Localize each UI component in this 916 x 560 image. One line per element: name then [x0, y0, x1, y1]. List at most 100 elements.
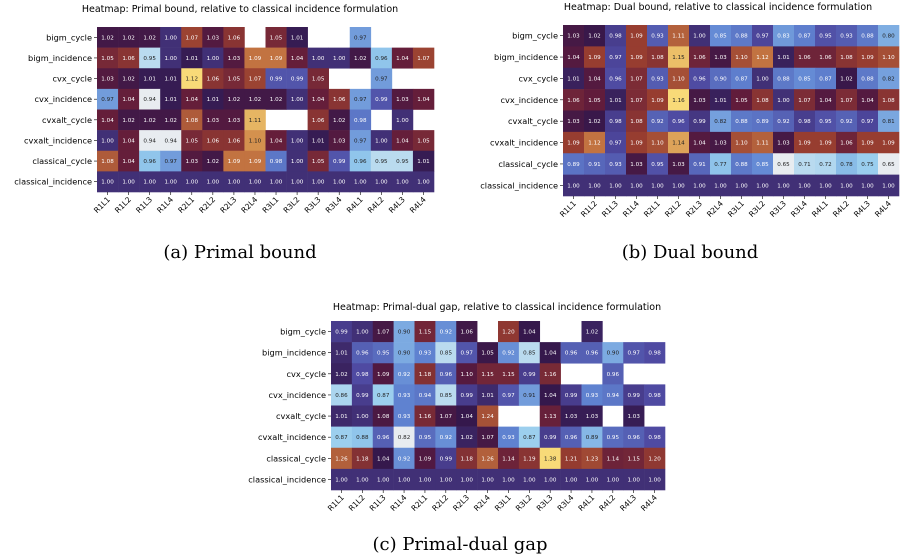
cell-value-label: 0.78 — [840, 162, 853, 168]
heatmap-cell — [773, 89, 795, 111]
heatmap-cell — [223, 150, 245, 172]
cell-value-label: 0.65 — [882, 162, 895, 168]
figure-caption: (a) Primal bound — [163, 242, 316, 263]
cell-value-label: 0.99 — [270, 77, 283, 83]
cell-value-label: 0.87 — [377, 393, 390, 399]
heatmap-cell — [689, 153, 711, 175]
heatmap-cell — [857, 67, 879, 90]
heatmap-cell — [584, 25, 606, 47]
cell-value-label: 0.96 — [672, 119, 685, 125]
heatmap-cell — [857, 174, 879, 197]
cell-value-label: 1.05 — [270, 35, 283, 41]
heatmap-cell — [391, 171, 414, 193]
cell-value-label: 1.00 — [756, 183, 769, 189]
heatmap-cell — [393, 447, 415, 470]
heatmap-cell — [539, 426, 561, 449]
heatmap-cell — [710, 67, 732, 90]
heatmap-cell — [644, 426, 666, 449]
heatmap-cell — [351, 468, 374, 491]
row-label: bigm_incidence — [494, 52, 558, 62]
heatmap-cell — [668, 131, 690, 154]
heatmap-cell — [689, 89, 711, 111]
cell-value-label: 1.01 — [207, 97, 220, 103]
column-label: R4L2 — [597, 493, 617, 513]
heatmap-cell — [412, 88, 435, 110]
heatmap-cell — [647, 46, 669, 69]
column-label: R1L2 — [347, 493, 367, 513]
heatmap-cell — [623, 342, 645, 364]
cell-value-label: 1.07 — [630, 76, 643, 82]
heatmap-cell — [794, 46, 816, 69]
cell-value-label: 0.91 — [523, 393, 536, 399]
heatmap-cell — [372, 384, 394, 406]
cell-value-label: 1.01 — [777, 55, 790, 61]
row-label: cvxalt_incidence — [258, 432, 326, 442]
cell-value-label: 1.00 — [419, 477, 432, 483]
cell-value-label: 0.88 — [777, 76, 790, 82]
cell-value-label: 1.00 — [312, 56, 325, 62]
cell-value-label: 1.09 — [651, 98, 664, 104]
cell-value-label: 0.97 — [627, 351, 640, 357]
heatmap-cell — [391, 109, 414, 131]
figure-caption: (c) Primal-dual gap — [372, 534, 547, 555]
heatmap-cell — [435, 468, 457, 491]
heatmap-cell — [393, 405, 415, 427]
cell-value-label: 0.93 — [398, 414, 411, 420]
cell-value-label: 1.04 — [460, 414, 473, 420]
heatmap-cell — [731, 110, 753, 133]
cell-value-label: 1.16 — [419, 414, 432, 420]
heatmap-cell — [623, 468, 645, 491]
cell-value-label: 1.09 — [249, 56, 262, 62]
cell-value-label: 1.00 — [356, 330, 369, 336]
heatmap-cell — [710, 174, 732, 197]
cell-value-label: 1.07 — [798, 98, 811, 104]
cell-value-label: 1.00 — [523, 477, 536, 483]
heatmap-cell — [414, 342, 436, 364]
cell-value-label: 1.07 — [186, 35, 199, 41]
row-label: bigm_incidence — [262, 348, 326, 358]
heatmap-cell — [456, 363, 478, 385]
cell-value-label: 1.01 — [143, 77, 156, 83]
heatmap-cell — [602, 363, 624, 385]
heatmap-cell — [393, 342, 415, 364]
heatmap-cell — [752, 89, 774, 111]
cell-value-label: 1.12 — [186, 77, 198, 83]
cell-value-label: 1.04 — [544, 393, 557, 399]
heatmap-cell — [581, 384, 603, 406]
heatmap-cell — [307, 130, 329, 152]
cell-value-label: 1.00 — [291, 180, 304, 186]
cell-value-label: 1.04 — [291, 56, 304, 62]
cell-value-label: 1.10 — [249, 138, 262, 144]
heatmap-cell — [328, 109, 351, 131]
cell-value-label: 0.94 — [143, 97, 156, 103]
heatmap-cell — [560, 468, 582, 491]
heatmap-cell — [370, 130, 393, 152]
row-label: classical_incidence — [480, 180, 558, 190]
heatmap-cell — [773, 153, 795, 175]
column-label: R1L3 — [600, 199, 620, 219]
cell-value-label: 0.99 — [440, 456, 453, 462]
cell-value-label: 1.01 — [291, 35, 304, 41]
heatmap-cell — [244, 130, 266, 152]
column-label: R1L3 — [134, 195, 154, 215]
heatmap-cell — [331, 363, 353, 385]
cell-value-label: 0.93 — [419, 351, 432, 357]
heatmap-cell — [349, 171, 372, 193]
heatmap-cell — [815, 131, 837, 154]
cell-value-label: 0.71 — [798, 162, 811, 168]
heatmap-cell — [435, 321, 457, 343]
cell-value-label: 1.04 — [122, 97, 135, 103]
heatmap-cell — [668, 174, 690, 197]
heatmap-cell — [391, 130, 414, 152]
heatmap-dual-bound: Heatmap: Dual bound, relative to classic… — [480, 2, 900, 263]
heatmap-cell — [97, 109, 119, 131]
heatmap-cell — [244, 171, 266, 193]
cell-value-label: 0.97 — [756, 34, 769, 40]
heatmap-cell — [710, 46, 732, 69]
cell-value-label: 1.15 — [419, 330, 432, 336]
heatmap-cell — [331, 426, 353, 449]
heatmap-cell — [668, 46, 690, 69]
heatmap-cell — [265, 88, 287, 110]
column-label: R4L1 — [810, 199, 830, 219]
